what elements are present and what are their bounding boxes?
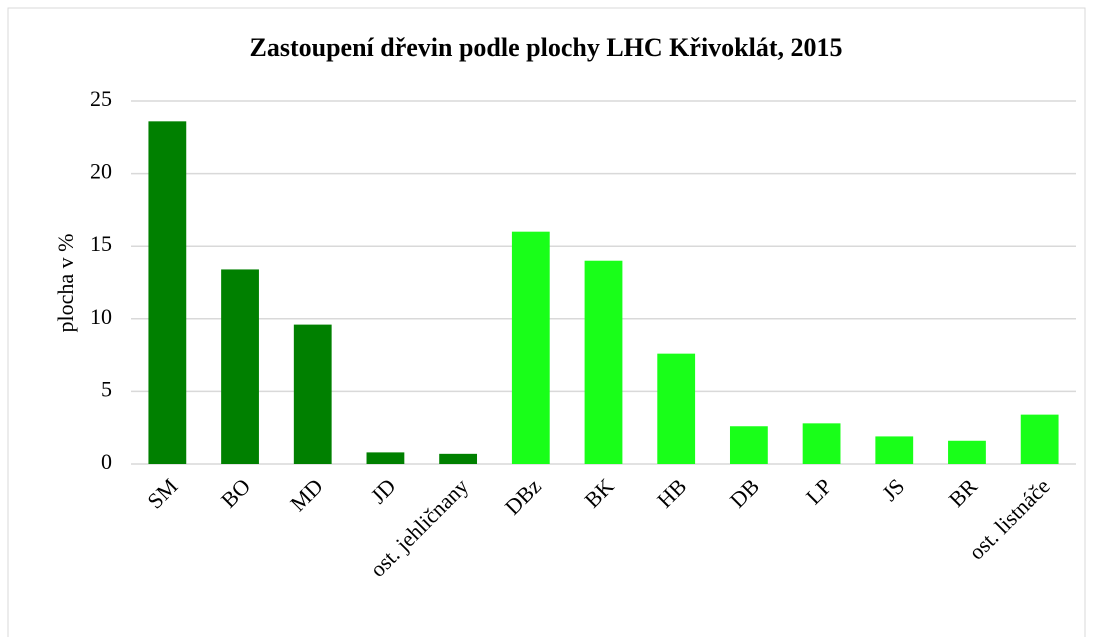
bar [802, 423, 841, 464]
bar [148, 121, 187, 464]
y-axis-label: plocha v % [53, 234, 78, 333]
y-tick-label: 5 [101, 376, 112, 401]
bar [439, 453, 478, 464]
bar [584, 260, 623, 464]
bar [221, 269, 259, 464]
bar [948, 440, 986, 464]
y-tick-label: 10 [90, 304, 112, 329]
bar [1020, 414, 1059, 464]
bar [875, 436, 914, 464]
chart-title: Zastoupení dřevin podle plochy LHC Křivo… [249, 33, 842, 62]
bar [729, 426, 768, 464]
y-tick-label: 25 [90, 86, 112, 111]
bar [657, 353, 696, 464]
y-tick-label: 0 [101, 449, 112, 474]
y-tick-label: 15 [90, 231, 112, 256]
bar [511, 231, 550, 464]
bar [366, 452, 405, 464]
y-tick-label: 20 [90, 159, 112, 184]
bar [293, 324, 332, 464]
